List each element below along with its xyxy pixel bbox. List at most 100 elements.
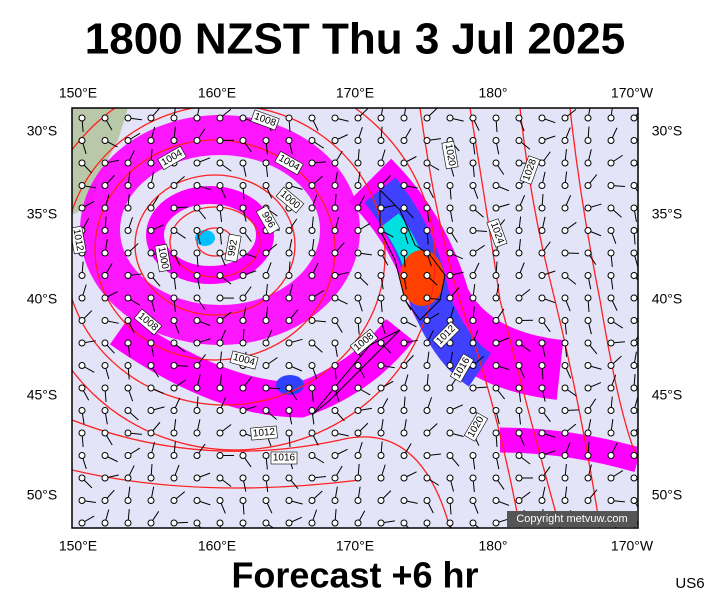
barb-station	[332, 115, 338, 121]
barb-station	[401, 273, 407, 279]
barb-station	[309, 138, 315, 144]
barb-station	[585, 430, 591, 436]
barb-station	[171, 228, 177, 234]
barb-station	[493, 475, 499, 481]
barb-station	[585, 408, 591, 414]
barb-station	[148, 183, 154, 189]
barb-station	[171, 183, 177, 189]
barb-station	[102, 340, 108, 346]
barb-station	[148, 250, 154, 256]
barb-station	[355, 498, 361, 504]
barb-station	[608, 228, 614, 234]
barb-station	[493, 385, 499, 391]
barb-station	[447, 408, 453, 414]
barb-station	[493, 318, 499, 324]
barb-station	[585, 340, 591, 346]
barb-station	[286, 228, 292, 234]
barb-station	[516, 453, 522, 459]
barb-station	[194, 228, 200, 234]
barb-station	[309, 228, 315, 234]
barb-station	[286, 340, 292, 346]
barb-station	[401, 498, 407, 504]
barb-station	[631, 430, 637, 436]
barb-station	[424, 295, 430, 301]
barb-station	[171, 250, 177, 256]
barb-station	[401, 430, 407, 436]
barb-station	[516, 250, 522, 256]
barb-station	[631, 138, 637, 144]
barb-station	[79, 273, 85, 279]
barb-station	[102, 430, 108, 436]
barb-station	[585, 115, 591, 121]
barb-station	[102, 138, 108, 144]
barb-station	[424, 115, 430, 121]
barb-station	[171, 475, 177, 481]
barb-station	[102, 295, 108, 301]
barb-station	[378, 115, 384, 121]
barb-station	[309, 160, 315, 166]
barb-station	[217, 205, 223, 211]
barb-station	[286, 273, 292, 279]
barb-station	[470, 453, 476, 459]
barb-station	[240, 183, 246, 189]
barb-station	[539, 318, 545, 324]
barb-station	[470, 115, 476, 121]
barb-station	[608, 115, 614, 121]
barb-station	[102, 160, 108, 166]
barb-station	[447, 183, 453, 189]
barb-station	[447, 115, 453, 121]
barb-station	[424, 183, 430, 189]
barb-station	[171, 385, 177, 391]
barb-station	[562, 160, 568, 166]
barb-station	[194, 160, 200, 166]
barb-station	[493, 340, 499, 346]
barb-station	[585, 475, 591, 481]
barb-station	[493, 498, 499, 504]
footer: Forecast +6 hr	[231, 555, 478, 596]
barb-station	[171, 205, 177, 211]
barb-station	[125, 318, 131, 324]
copyright: Copyright metvuw.com	[516, 513, 627, 525]
barb-station	[378, 363, 384, 369]
barb-station	[332, 160, 338, 166]
barb-station	[470, 408, 476, 414]
barb-station	[79, 453, 85, 459]
barb-station	[631, 273, 637, 279]
barb-station	[401, 385, 407, 391]
barb-station	[125, 295, 131, 301]
barb-station	[125, 363, 131, 369]
barb-station	[102, 498, 108, 504]
barb-station	[608, 250, 614, 256]
barb-station	[217, 160, 223, 166]
barb-station	[470, 183, 476, 189]
barb-station	[194, 453, 200, 459]
barb-station	[585, 183, 591, 189]
barb-station	[493, 453, 499, 459]
barb-station	[125, 228, 131, 234]
barb-station	[148, 205, 154, 211]
barb-station	[470, 498, 476, 504]
barb-station	[424, 385, 430, 391]
barb-station	[148, 160, 154, 166]
lat-label-left: 40°S	[27, 291, 58, 307]
barb-station	[102, 453, 108, 459]
barb-station	[401, 295, 407, 301]
barb-station	[516, 340, 522, 346]
barb-station	[562, 273, 568, 279]
barb-station	[217, 273, 223, 279]
barb-station	[286, 430, 292, 436]
barb-station	[286, 183, 292, 189]
barb-station	[332, 498, 338, 504]
barb-station	[79, 295, 85, 301]
barb-station	[125, 475, 131, 481]
barb-station	[562, 250, 568, 256]
barb-station	[79, 205, 85, 211]
barb-station	[631, 475, 637, 481]
barb-station	[263, 363, 269, 369]
barb-station	[424, 453, 430, 459]
barb-station	[125, 453, 131, 459]
barb-station	[286, 318, 292, 324]
barb-station	[286, 363, 292, 369]
barb-station	[355, 273, 361, 279]
barb-station	[194, 408, 200, 414]
